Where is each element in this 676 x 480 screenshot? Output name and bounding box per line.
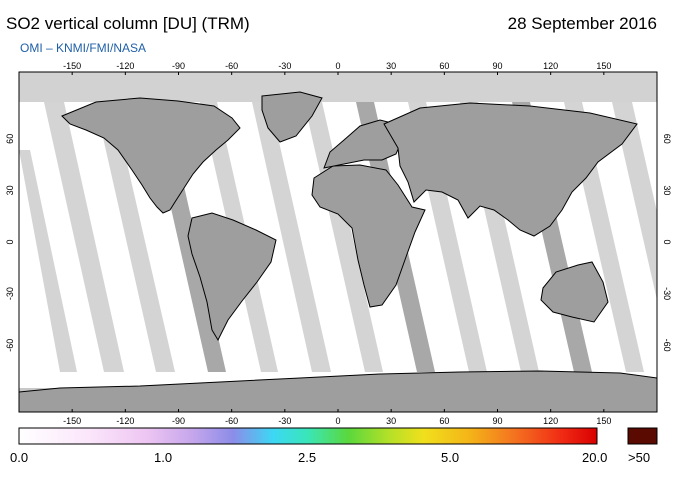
south-america [187, 212, 277, 342]
lat-tick-label-left: -30 [5, 287, 15, 300]
colorbar-label-0: 0.0 [10, 450, 29, 465]
lon-tick-label-bottom: 90 [492, 416, 502, 426]
colorbar-label-2: 2.5 [298, 450, 317, 465]
map-title: SO2 vertical column [DU] (TRM) [6, 14, 250, 33]
bottom-longitude-ticks: -150 -120 -90 -60 -30 0 30 60 90 120 150 [63, 409, 611, 426]
lon-tick-label-top: -60 [225, 61, 238, 71]
lon-tick-label-top: -120 [116, 61, 134, 71]
lon-tick-label-bottom: 120 [543, 416, 558, 426]
lon-tick-label-bottom: 30 [386, 416, 396, 426]
colorbar-label-4: 20.0 [582, 450, 608, 465]
top-longitude-ticks: -150 -120 -90 -60 -30 0 30 60 90 120 150 [63, 61, 611, 75]
lon-tick-label-top: 120 [543, 61, 558, 71]
africa [311, 164, 426, 308]
lon-tick-label-bottom: -60 [225, 416, 238, 426]
lon-tick-label-top: 90 [492, 61, 502, 71]
map-area [19, 72, 657, 412]
colorbar [18, 427, 598, 445]
lat-tick-label-left: 30 [5, 185, 15, 195]
colorbar-label-3: 5.0 [441, 450, 460, 465]
polar-night-north [19, 72, 657, 102]
lon-tick-label-bottom: 60 [439, 416, 449, 426]
colorbar-overflow-swatch [627, 427, 658, 445]
lon-tick-label-top: -150 [63, 61, 81, 71]
lon-tick-label-bottom: -30 [278, 416, 291, 426]
north-america [61, 97, 241, 214]
lat-tick-label-left: 60 [5, 134, 15, 144]
colorbar-label-1: 1.0 [154, 450, 173, 465]
asia [383, 102, 638, 237]
lat-tick-label-left: 0 [5, 239, 15, 244]
right-latitude-ticks: 60 30 0 -30 -60 [662, 134, 672, 352]
lon-tick-label-top: 60 [439, 61, 449, 71]
lat-tick-label-left: -60 [5, 339, 15, 352]
lat-tick-label-right: 30 [662, 185, 672, 195]
land-outlines [19, 91, 657, 412]
left-latitude-ticks: 60 30 0 -30 -60 [5, 134, 15, 352]
lon-tick-label-bottom: 150 [596, 416, 611, 426]
lon-tick-label-top: 0 [335, 61, 340, 71]
lat-tick-label-right: 0 [662, 239, 672, 244]
australia [540, 261, 609, 323]
lon-tick-label-top: 30 [386, 61, 396, 71]
lat-tick-label-right: -60 [662, 339, 672, 352]
data-credit: OMI – KNMI/FMI/NASA [20, 41, 147, 55]
lon-tick-label-bottom: -120 [116, 416, 134, 426]
greenland [261, 91, 323, 143]
lon-tick-label-bottom: -90 [172, 416, 185, 426]
antarctica [19, 370, 657, 412]
lon-tick-label-top: 150 [596, 61, 611, 71]
map-date: 28 September 2016 [507, 14, 657, 33]
lon-tick-label-bottom: -150 [63, 416, 81, 426]
colorbar-overflow-label: >50 [628, 450, 651, 465]
lon-tick-label-top: -30 [278, 61, 291, 71]
lat-tick-label-right: 60 [662, 134, 672, 144]
lat-tick-label-right: -30 [662, 287, 672, 300]
lon-tick-label-bottom: 0 [335, 416, 340, 426]
lon-tick-label-top: -90 [172, 61, 185, 71]
